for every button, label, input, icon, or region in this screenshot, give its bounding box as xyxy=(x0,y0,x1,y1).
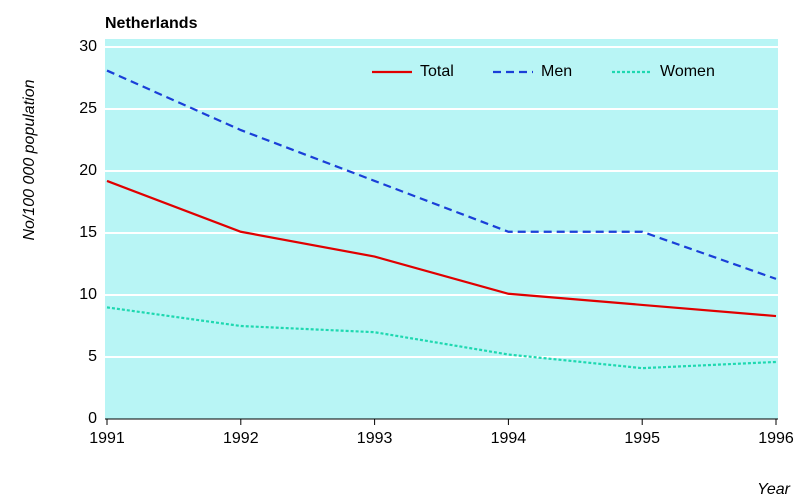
y-tick-label: 25 xyxy=(79,100,97,117)
legend-label: Women xyxy=(660,63,715,80)
y-tick-label: 30 xyxy=(79,38,97,55)
line-series xyxy=(106,69,777,280)
line-series xyxy=(106,306,777,370)
x-tick-label: 1996 xyxy=(758,430,794,447)
x-tick-label: 1992 xyxy=(223,430,259,447)
x-tick-label: 1993 xyxy=(357,430,393,447)
y-tick-label: 5 xyxy=(88,348,97,365)
y-tick-label: 15 xyxy=(79,224,97,241)
x-tick-label: 1991 xyxy=(89,430,125,447)
x-tick-label: 1994 xyxy=(491,430,527,447)
x-tick-label: 1995 xyxy=(624,430,660,447)
x-axis-label: Year xyxy=(757,481,791,498)
y-tick-label: 10 xyxy=(79,286,97,303)
legend-label: Men xyxy=(541,63,572,80)
legend-label: Total xyxy=(420,63,454,80)
line-series xyxy=(106,179,777,318)
y-tick-label: 0 xyxy=(88,410,97,427)
chart-title: Netherlands xyxy=(105,15,198,32)
y-axis-label: No/100 000 population xyxy=(21,79,38,240)
y-tick-label: 20 xyxy=(79,162,97,179)
plot-background xyxy=(105,39,778,419)
